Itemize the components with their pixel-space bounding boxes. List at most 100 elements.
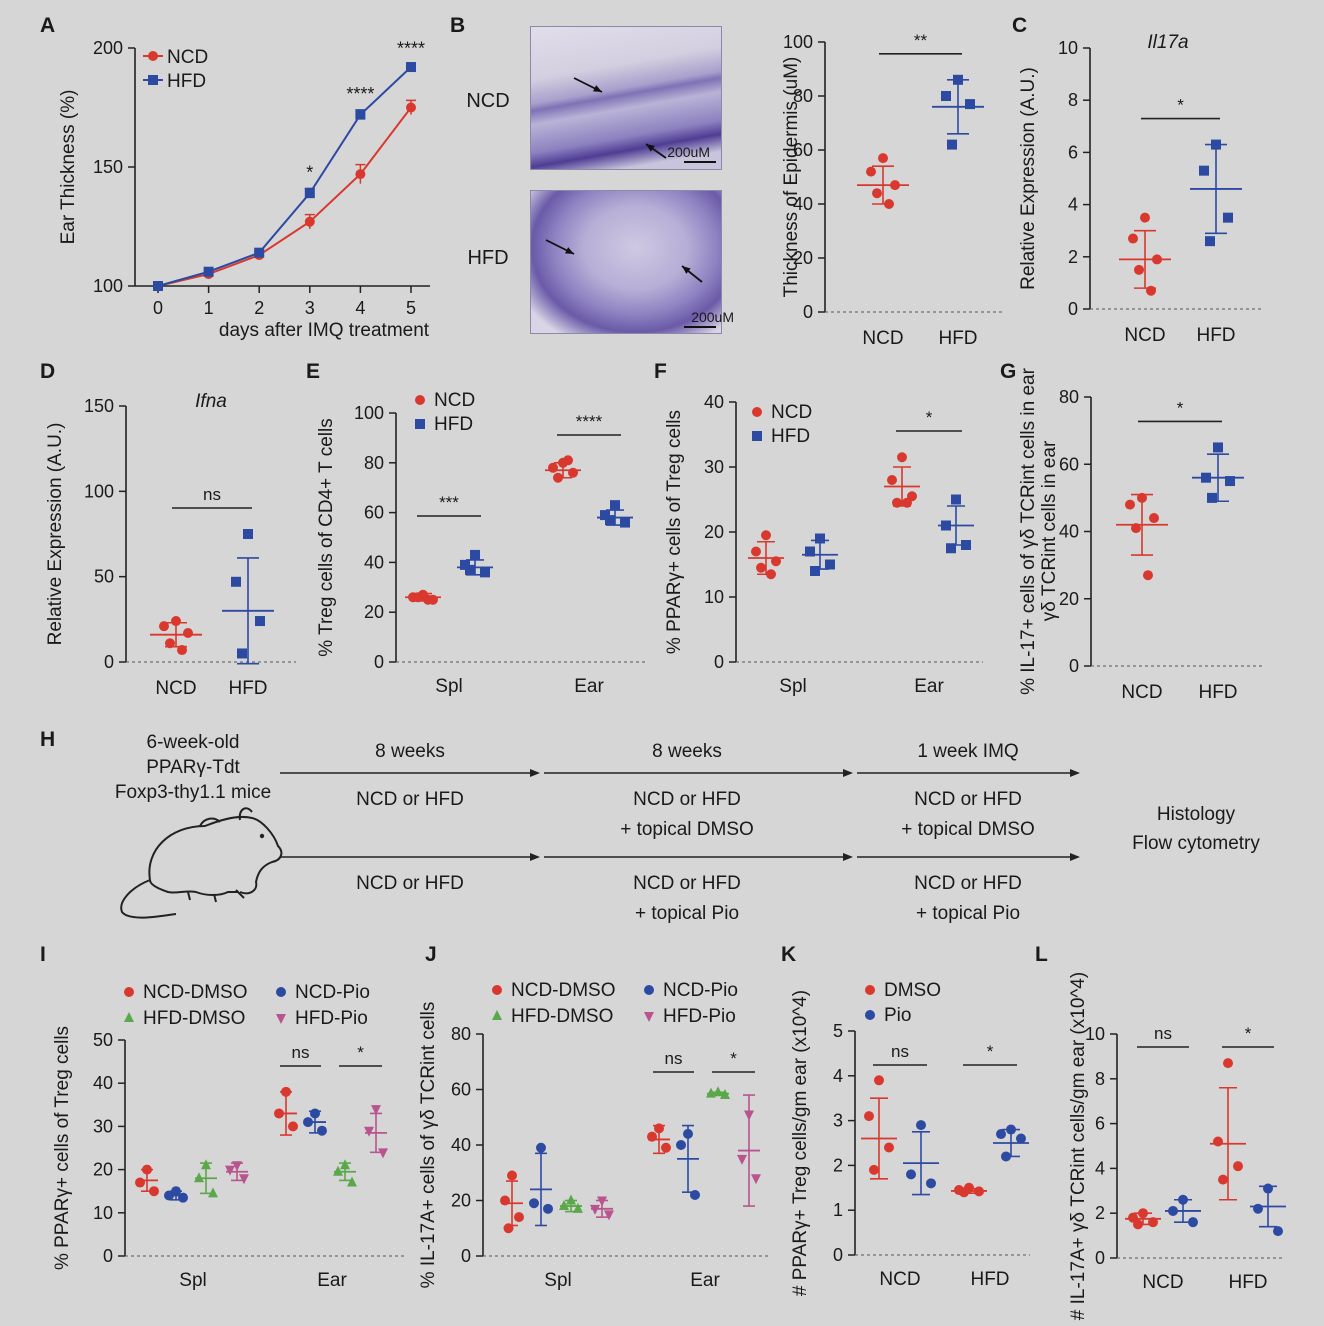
- data-point-Pio: [1001, 1151, 1011, 1162]
- data-point-Pio: [926, 1178, 936, 1189]
- y-tick-label: 6: [1095, 1114, 1105, 1134]
- data-point-HFD: [825, 559, 835, 570]
- data-point-HFD: [947, 139, 957, 150]
- data-point-series0: [1138, 1208, 1148, 1219]
- data-point-HFD-DMSO: [201, 1159, 211, 1170]
- y-tick-label: 20: [793, 248, 813, 268]
- data-point-HFD-DMSO: [194, 1172, 204, 1183]
- data-point-NCD-DMSO: [274, 1108, 284, 1119]
- y-tick-label: 8: [1068, 90, 1078, 110]
- significance-mark: ns: [292, 1043, 310, 1062]
- y-tick-label: 0: [103, 1246, 113, 1266]
- legend-marker: [148, 51, 158, 61]
- data-point-HFD-Pio: [232, 1161, 242, 1172]
- legend-label: HFD: [434, 414, 473, 435]
- data-point-DMSO: [874, 1075, 884, 1086]
- data-point-HFD: [941, 520, 951, 531]
- significance-mark: *: [1177, 398, 1184, 417]
- x-tick-label: Ear: [914, 676, 944, 697]
- arrow-head: [682, 266, 691, 274]
- y-tick-label: 20: [451, 1191, 471, 1211]
- y-axis-label: Relative Expression (A.U.): [45, 423, 66, 646]
- significance-mark: *: [306, 162, 313, 182]
- histology-label-ncd: NCD: [466, 90, 509, 112]
- data-point-HFD: [1201, 472, 1211, 483]
- y-tick-label: 4: [1095, 1158, 1105, 1178]
- top-row-diet: NCD or HFD: [914, 789, 1022, 810]
- mouse-outline: [120, 879, 177, 919]
- bottom-row-diet: NCD or HFD: [633, 873, 741, 894]
- y-tick-label: 0: [1095, 1248, 1105, 1268]
- legend-label: NCD-DMSO: [143, 982, 248, 1003]
- data-point-series1: [1263, 1183, 1273, 1194]
- data-point-NCD: [423, 594, 433, 605]
- data-point-HFD-Pio: [744, 1110, 754, 1121]
- y-axis-label: % PPARγ+ cells of Treg cells: [664, 410, 685, 654]
- y-tick-label: 100: [783, 32, 813, 52]
- outcome-label: Histology: [1157, 804, 1236, 825]
- y-tick-label: 20: [364, 602, 384, 622]
- significance-mark: ****: [346, 84, 374, 104]
- y-axis-label: Thickness of Epidermis (uM): [781, 57, 802, 298]
- y-tick-label: 0: [461, 1246, 471, 1266]
- data-point-NCD: [548, 462, 558, 473]
- mouse-outline: [238, 807, 253, 821]
- y-tick-label: 20: [93, 1160, 113, 1180]
- data-point-NCD: [751, 546, 761, 557]
- data-point-HFD: [605, 515, 615, 526]
- data-point-HFD: [255, 616, 265, 627]
- y-tick-label: 80: [451, 1024, 471, 1044]
- y-tick-label: 80: [1059, 387, 1079, 407]
- legend-label: NCD-Pio: [663, 980, 738, 1001]
- x-tick-label: HFD: [1198, 682, 1237, 703]
- panel-letter: D: [40, 360, 55, 383]
- mouse-label: Foxp3-thy1.1 mice: [115, 782, 271, 803]
- y-tick-label: 200: [93, 38, 123, 58]
- legend-label: NCD-Pio: [295, 982, 370, 1003]
- legend-marker: [492, 1010, 502, 1020]
- data-point-HFD-Pio: [239, 1174, 249, 1185]
- x-tick-label: Spl: [435, 676, 462, 697]
- data-point-NCD: [165, 638, 175, 649]
- data-point-HFD-Pio: [597, 1196, 607, 1207]
- legend-label: DMSO: [884, 980, 941, 1001]
- data-point-NCD-Pio: [529, 1198, 539, 1209]
- mouse-label: 6-week-old: [147, 732, 240, 753]
- y-tick-label: 100: [354, 403, 384, 423]
- data-point-HFD: [1207, 492, 1217, 503]
- data-point-NCD: [159, 621, 169, 632]
- data-point-HFD: [153, 281, 163, 291]
- legend-label: HFD-Pio: [663, 1006, 736, 1027]
- data-point-NCD-DMSO: [514, 1212, 524, 1223]
- bottom-row-diet: NCD or HFD: [356, 873, 464, 894]
- data-point-NCD: [171, 616, 181, 627]
- data-point-NCD: [1146, 285, 1156, 296]
- data-point-HFD-DMSO: [333, 1165, 343, 1176]
- y-tick-label: 40: [93, 1073, 113, 1093]
- mouse-outline: [199, 817, 221, 827]
- mouse-outline: [148, 815, 283, 895]
- y-tick-label: 0: [833, 1245, 843, 1265]
- panel-letter: B: [450, 14, 465, 37]
- data-point-HFD-DMSO: [340, 1159, 350, 1170]
- significance-mark: ns: [203, 485, 221, 504]
- y-tick-label: 40: [1059, 522, 1079, 542]
- x-tick-label: Ear: [690, 1270, 720, 1291]
- y-tick-label: 4: [833, 1066, 843, 1086]
- significance-mark: ***: [439, 493, 459, 512]
- y-axis-label: Ear Thickness (%): [58, 90, 79, 245]
- data-point-HFD-Pio: [225, 1165, 235, 1176]
- x-tick-label: 3: [305, 298, 315, 318]
- x-tick-label: 4: [355, 298, 365, 318]
- panel-letter: F: [654, 360, 667, 383]
- data-point-HFD: [1205, 236, 1215, 247]
- y-tick-label: 0: [714, 652, 724, 672]
- legend-marker: [148, 75, 158, 85]
- data-point-NCD: [1140, 212, 1150, 223]
- legend-label: HFD: [771, 426, 810, 447]
- y-axis-label: % PPARγ+ cells of Treg cells: [52, 1026, 73, 1270]
- mouse-eye: [259, 833, 265, 839]
- top-row-diet: NCD or HFD: [633, 789, 741, 810]
- arrow-top-0-head: [530, 769, 540, 777]
- data-point-HFD: [480, 567, 490, 578]
